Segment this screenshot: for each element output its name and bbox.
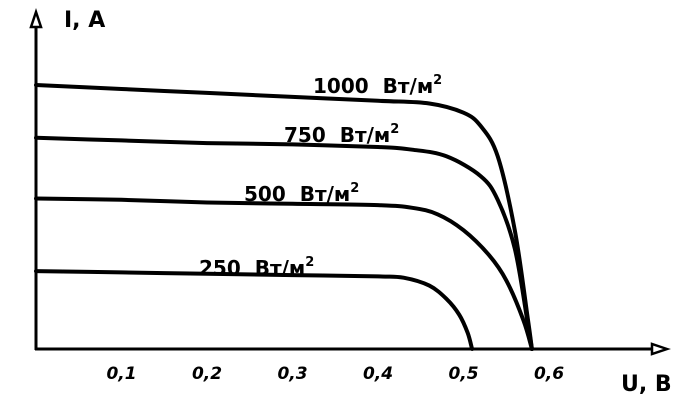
x-tick-label: 0,4: [363, 364, 393, 384]
series-label-exponent: 2: [390, 122, 399, 137]
series-label-unit: Вт/м: [300, 182, 351, 206]
y-axis-title: I, А: [64, 8, 105, 33]
series-label-value: 750: [284, 123, 326, 147]
series-label-value: 250: [199, 256, 241, 280]
series-label-exponent: 2: [350, 181, 359, 196]
x-tick-labels: 0,1 0,2 0,3 0,4 0,5 0,6: [106, 364, 564, 384]
series-label-unit: Вт/м: [383, 74, 434, 98]
y-axis-arrow-icon: [29, 8, 43, 29]
x-tick-label: 0,6: [534, 364, 564, 384]
series-label-exponent: 2: [433, 73, 442, 88]
x-tick-label: 0,1: [106, 364, 136, 384]
series-curve-500: [34, 196, 534, 351]
x-tick-label: 0,3: [277, 364, 307, 384]
series-curve-750: [34, 135, 534, 351]
x-tick-label: 0,2: [192, 364, 222, 384]
series-curve-250: [34, 269, 475, 351]
series-label-750: 750 Вт/м2: [284, 122, 399, 147]
series-label-value: 1000: [313, 74, 369, 98]
x-axis-title: U, В: [621, 372, 672, 397]
x-axis-arrow-icon: [650, 342, 671, 356]
series-label-unit: Вт/м: [340, 123, 391, 147]
series-label-exponent: 2: [305, 255, 314, 270]
x-tick-label: 0,5: [448, 364, 478, 384]
series-label-250: 250 Вт/м2: [199, 255, 314, 280]
series-label-500: 500 Вт/м2: [244, 181, 359, 206]
series-label-unit: Вт/м: [255, 256, 306, 280]
series-label-value: 500: [244, 182, 286, 206]
series-curves: [34, 83, 534, 351]
series-curve-1000: [34, 83, 534, 351]
series-label-1000: 1000 Вт/м2: [313, 73, 442, 98]
